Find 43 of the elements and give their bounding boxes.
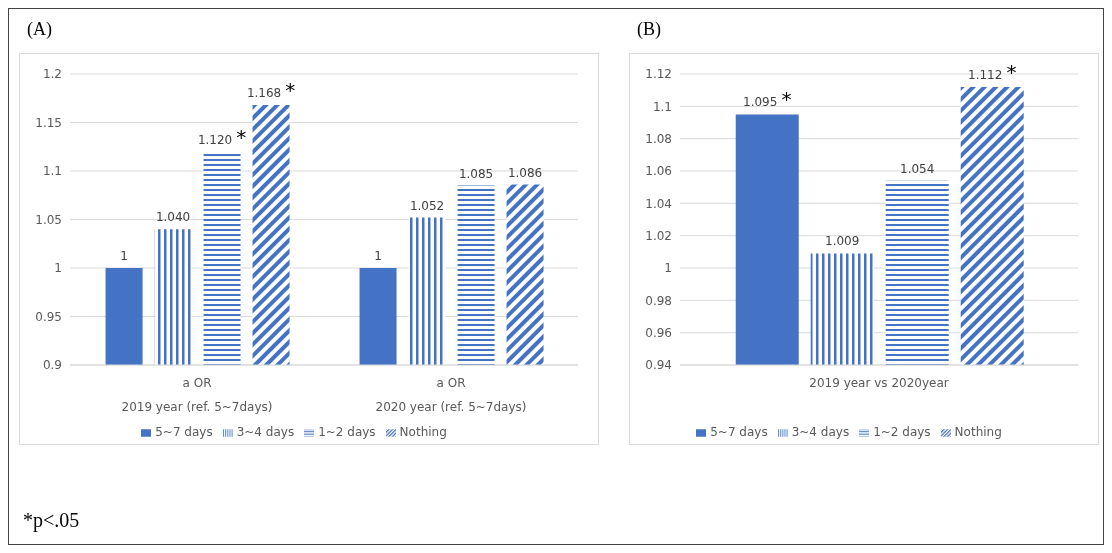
y-tick-label: 0.96 [645,325,672,340]
text: *p<.05 [23,509,80,532]
y-tick-label: 1.15 [35,115,62,130]
data-label: 1 [374,249,382,263]
legend-label: 5~7 days [710,425,768,439]
chart-title: (A) [26,19,53,41]
data-label: 1.054 [900,161,935,176]
legend-label: 3~4 days [791,425,850,439]
y-tick-label: 1 [54,261,62,276]
data-label: 1.168 * [246,78,296,103]
data-label: 1.085 [458,166,494,181]
y-tick-label: 1.05 [35,212,62,227]
x-tick-label: a OR 2020 year (ref. 5~7days) [375,376,527,414]
y-tick-label: 1 [664,261,672,276]
y-tick-label: 1.02 [645,228,672,243]
data-label: 1 [120,249,128,263]
legend-label: 5~7 days [155,425,213,439]
data-label: 1.086 [507,165,543,180]
data-label: 1.095 * [743,87,792,112]
y-tick-label: 0.9 [42,358,62,373]
data-label: 1.009 [825,234,860,249]
chart-title: (B) [636,19,662,41]
x-tick-label: 2019 year vs 2020year [809,376,949,390]
y-tick-label: 1.04 [645,196,672,211]
y-tick-label: 1.1 [42,164,62,179]
y-tick-label: 0.98 [645,293,672,308]
data-label: 1.040 [155,210,191,225]
data-label: 1.120 * [197,124,247,149]
y-tick-label: 1.1 [652,99,672,114]
y-tick-label: 1.12 [645,67,672,82]
legend-label: 1~2 days [318,425,376,439]
legend-label: 1~2 days [873,425,931,439]
data-label: 1.112 * [968,59,1017,84]
y-tick-label: 1.2 [42,67,62,82]
legend-label: Nothing [399,425,447,439]
data-label: 1.052 [409,198,445,213]
y-tick-label: 0.95 [35,309,62,324]
y-tick-label: 0.94 [645,358,672,373]
legend-label: Nothing [954,425,1002,439]
x-tick-label: a OR 2019 year (ref. 5~7days) [121,376,273,414]
legend-label: 3~4 days [236,425,295,439]
y-tick-label: 1.08 [645,131,672,146]
y-tick-label: 1.06 [645,164,672,179]
